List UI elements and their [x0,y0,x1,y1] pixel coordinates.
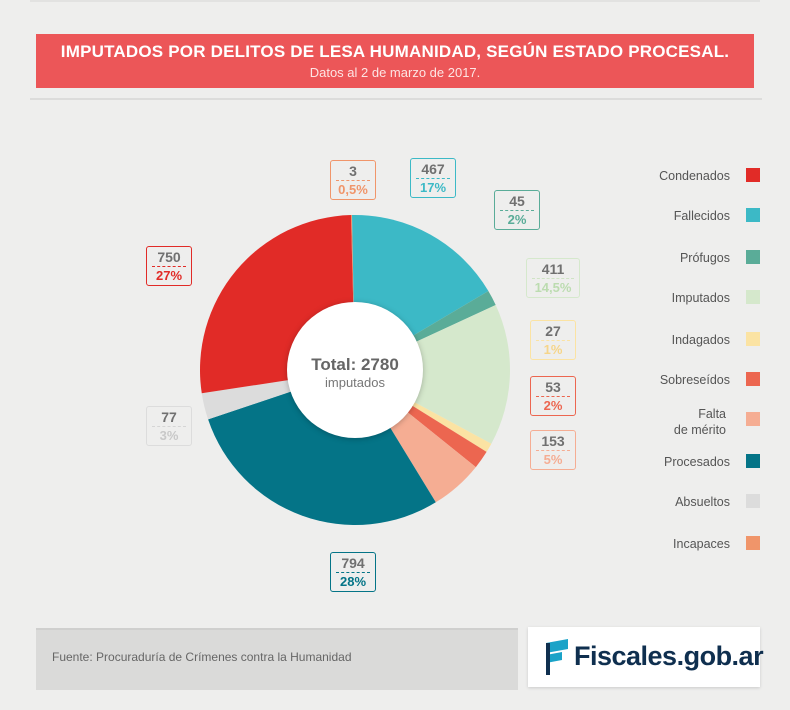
callout-indagados: 27 1% [530,320,576,360]
fiscales-logo[interactable]: Fiscales.gob.ar [528,627,764,687]
legend-label: Fallecidos [673,209,730,223]
legend-item-profugos: Prófugos [600,250,760,290]
legend-swatch [746,290,760,304]
legend-swatch [746,208,760,222]
legend-swatch [746,454,760,468]
callout-value: 153 [541,433,565,449]
callout-absueltos: 77 3% [146,406,192,446]
callout-percent: 28% [339,574,367,589]
legend-label: Indagados [671,333,730,347]
legend-label: Imputados [671,291,730,305]
legend-swatch [746,332,760,346]
callout-percent: 14,5% [534,280,572,295]
legend-item-absueltos: Absueltos [600,494,760,534]
logo-text: Fiscales.gob.ar [574,641,764,671]
legend-swatch [746,168,760,182]
callout-percent: 17% [419,180,447,195]
legend-swatch [746,494,760,508]
legend-item-imputados: Imputados [600,290,760,330]
callout-value: 750 [157,249,181,265]
callout-falta-de-merito: 153 5% [530,430,576,470]
legend-item-condenados: Condenados [600,168,760,208]
callout-value: 77 [161,409,177,425]
legend-swatch [746,536,760,550]
callout-value: 45 [509,193,525,209]
legend-label: Incapaces [673,537,730,551]
legend-label: Falta de mérito [673,407,726,437]
legend-swatch [746,412,760,426]
legend-label: Prófugos [679,251,730,265]
center-subtitle: imputados [325,375,385,390]
callout-value: 53 [545,379,561,395]
legend-item-sobreseidos: Sobreseídos [600,372,760,412]
callout-percent: 1% [543,342,563,357]
slice-procesados [208,370,436,525]
callout-imputados: 411 14,5% [526,258,580,298]
legend-item-indagados: Indagados [600,332,760,372]
legend-label: Condenados [659,169,730,183]
legend-swatch [746,372,760,386]
callout-value: 3 [349,163,357,179]
title-band: IMPUTADOS POR DELITOS DE LESA HUMANIDAD,… [36,34,754,88]
legend-item-incapaces: Incapaces [600,536,760,576]
callout-value: 411 [541,261,565,277]
legend-label: Sobreseídos [659,373,730,387]
callout-sobreseidos: 53 2% [530,376,576,416]
callout-procesados: 794 28% [330,552,376,592]
callout-percent: 5% [543,452,563,467]
donut-hole [287,302,423,438]
top-rule [30,0,760,2]
legend-label: Procesados [663,455,730,469]
callout-fallecidos: 467 17% [410,158,456,198]
center-total: Total: 2780 [311,355,399,374]
callout-percent: 2% [543,398,563,413]
callout-percent: 27% [155,268,183,283]
slice-imputados [355,304,510,444]
legend-swatch [746,250,760,264]
legend-item-procesados: Procesados [600,454,760,494]
callout-value: 27 [545,323,561,339]
callout-condenados: 750 27% [146,246,192,286]
chart-subtitle: Datos al 2 de marzo de 2017. [309,65,481,80]
legend-item-falta-de-merito: Falta de mérito [600,406,760,446]
callout-profugos: 45 2% [494,190,540,230]
logo-flag-icon [546,639,568,675]
callout-percent: 2% [507,212,527,227]
callout-incapaces: 3 0,5% [330,160,376,200]
source-box: Fuente: Procuraduría de Crímenes contra … [36,628,518,690]
legend-label: Absueltos [675,495,730,509]
source-text: Fuente: Procuraduría de Crímenes contra … [52,650,352,664]
divider [30,98,762,100]
callout-percent: 0,5% [338,182,368,197]
legend-item-fallecidos: Fallecidos [600,208,760,248]
callout-percent: 3% [159,428,179,443]
callout-value: 794 [341,555,365,571]
callout-value: 467 [421,161,445,177]
chart-title: IMPUTADOS POR DELITOS DE LESA HUMANIDAD,… [60,42,730,61]
